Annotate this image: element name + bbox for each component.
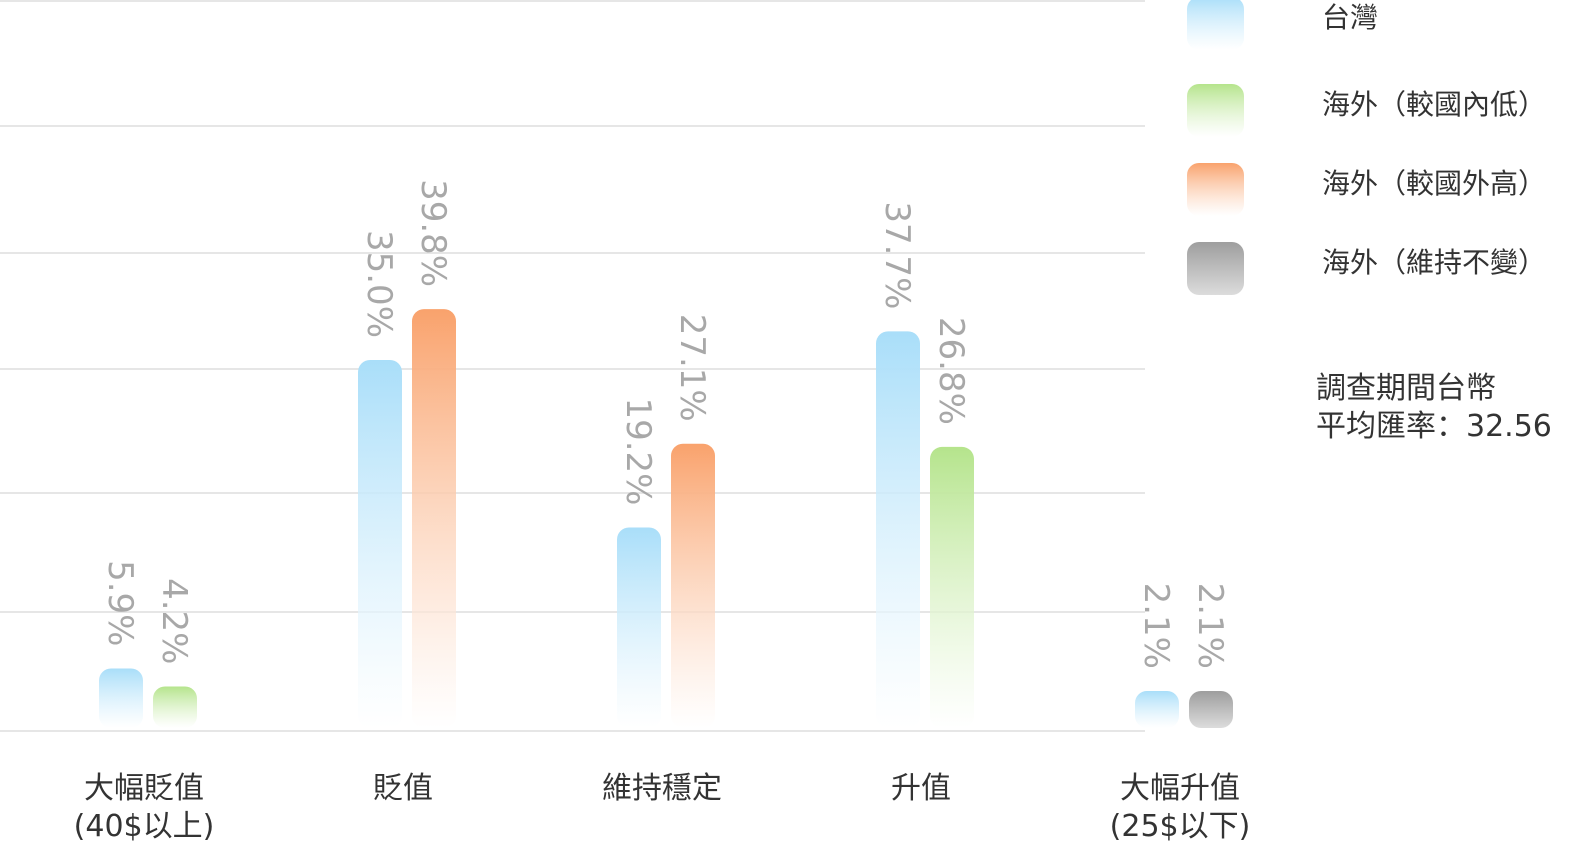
category-label-5: 大幅升值 [1120,771,1240,806]
bar-1-2 [153,686,197,728]
category-label-3: 維持穩定 [602,771,722,806]
legend-label-2: 海外（較國內低） [1322,88,1546,121]
value-label-2-1: 35.0% [359,230,399,338]
bar-2-2 [412,309,456,728]
bar-1-1 [99,668,143,728]
bar-4-1 [876,331,920,728]
exchange-rate-note: 調查期間台幣 平均匯率：32.56 [1316,371,1552,444]
category-sublabel-5: (25$以下) [1110,809,1251,844]
value-label-3-2: 27.1% [672,314,712,422]
legend-label-3: 海外（較國外高） [1322,167,1546,200]
value-label-1-2: 4.2% [154,578,194,664]
value-label-3-1: 19.2% [618,397,658,505]
value-label-4-2: 26.8% [931,317,971,425]
category-labels: 大幅貶值(40$以上) 貶值 維持穩定 升值 大幅升值(25$以下) [74,771,1251,844]
value-label-5-1: 2.1% [1136,583,1176,669]
value-label-5-2: 2.1% [1190,583,1230,669]
legend-swatch-1 [1187,0,1244,50]
legend-swatch-4 [1187,242,1244,295]
bars [99,309,1233,728]
bar-5-2 [1189,691,1233,728]
bar-3-2 [671,443,715,728]
legend-swatch-3 [1187,163,1244,216]
category-label-2: 貶值 [373,771,433,806]
legend-label-1: 台灣 [1322,1,1378,34]
bar-2-1 [358,360,402,728]
value-label-2-2: 39.8% [413,179,453,287]
note-line-1: 調查期間台幣 [1316,371,1496,406]
legend-label-4: 海外（維持不變） [1322,246,1546,279]
value-labels: 5.9% 4.2% 35.0% 39.8% 19.2% 27.1% 37.7% 26.8% 2.… [100,179,1230,669]
bar-4-2 [930,446,974,728]
value-label-4-1: 37.7% [877,201,917,309]
grid-lines [0,0,1145,732]
legend-swatch-2 [1187,84,1244,137]
value-label-1-1: 5.9% [100,560,140,646]
category-label-1: 大幅貶值 [84,771,204,806]
category-sublabel-1: (40$以上) [74,809,215,844]
bar-5-1 [1135,691,1179,728]
note-line-2: 平均匯率：32.56 [1316,409,1552,444]
bar-3-1 [617,527,661,728]
category-label-4: 升值 [891,771,951,806]
